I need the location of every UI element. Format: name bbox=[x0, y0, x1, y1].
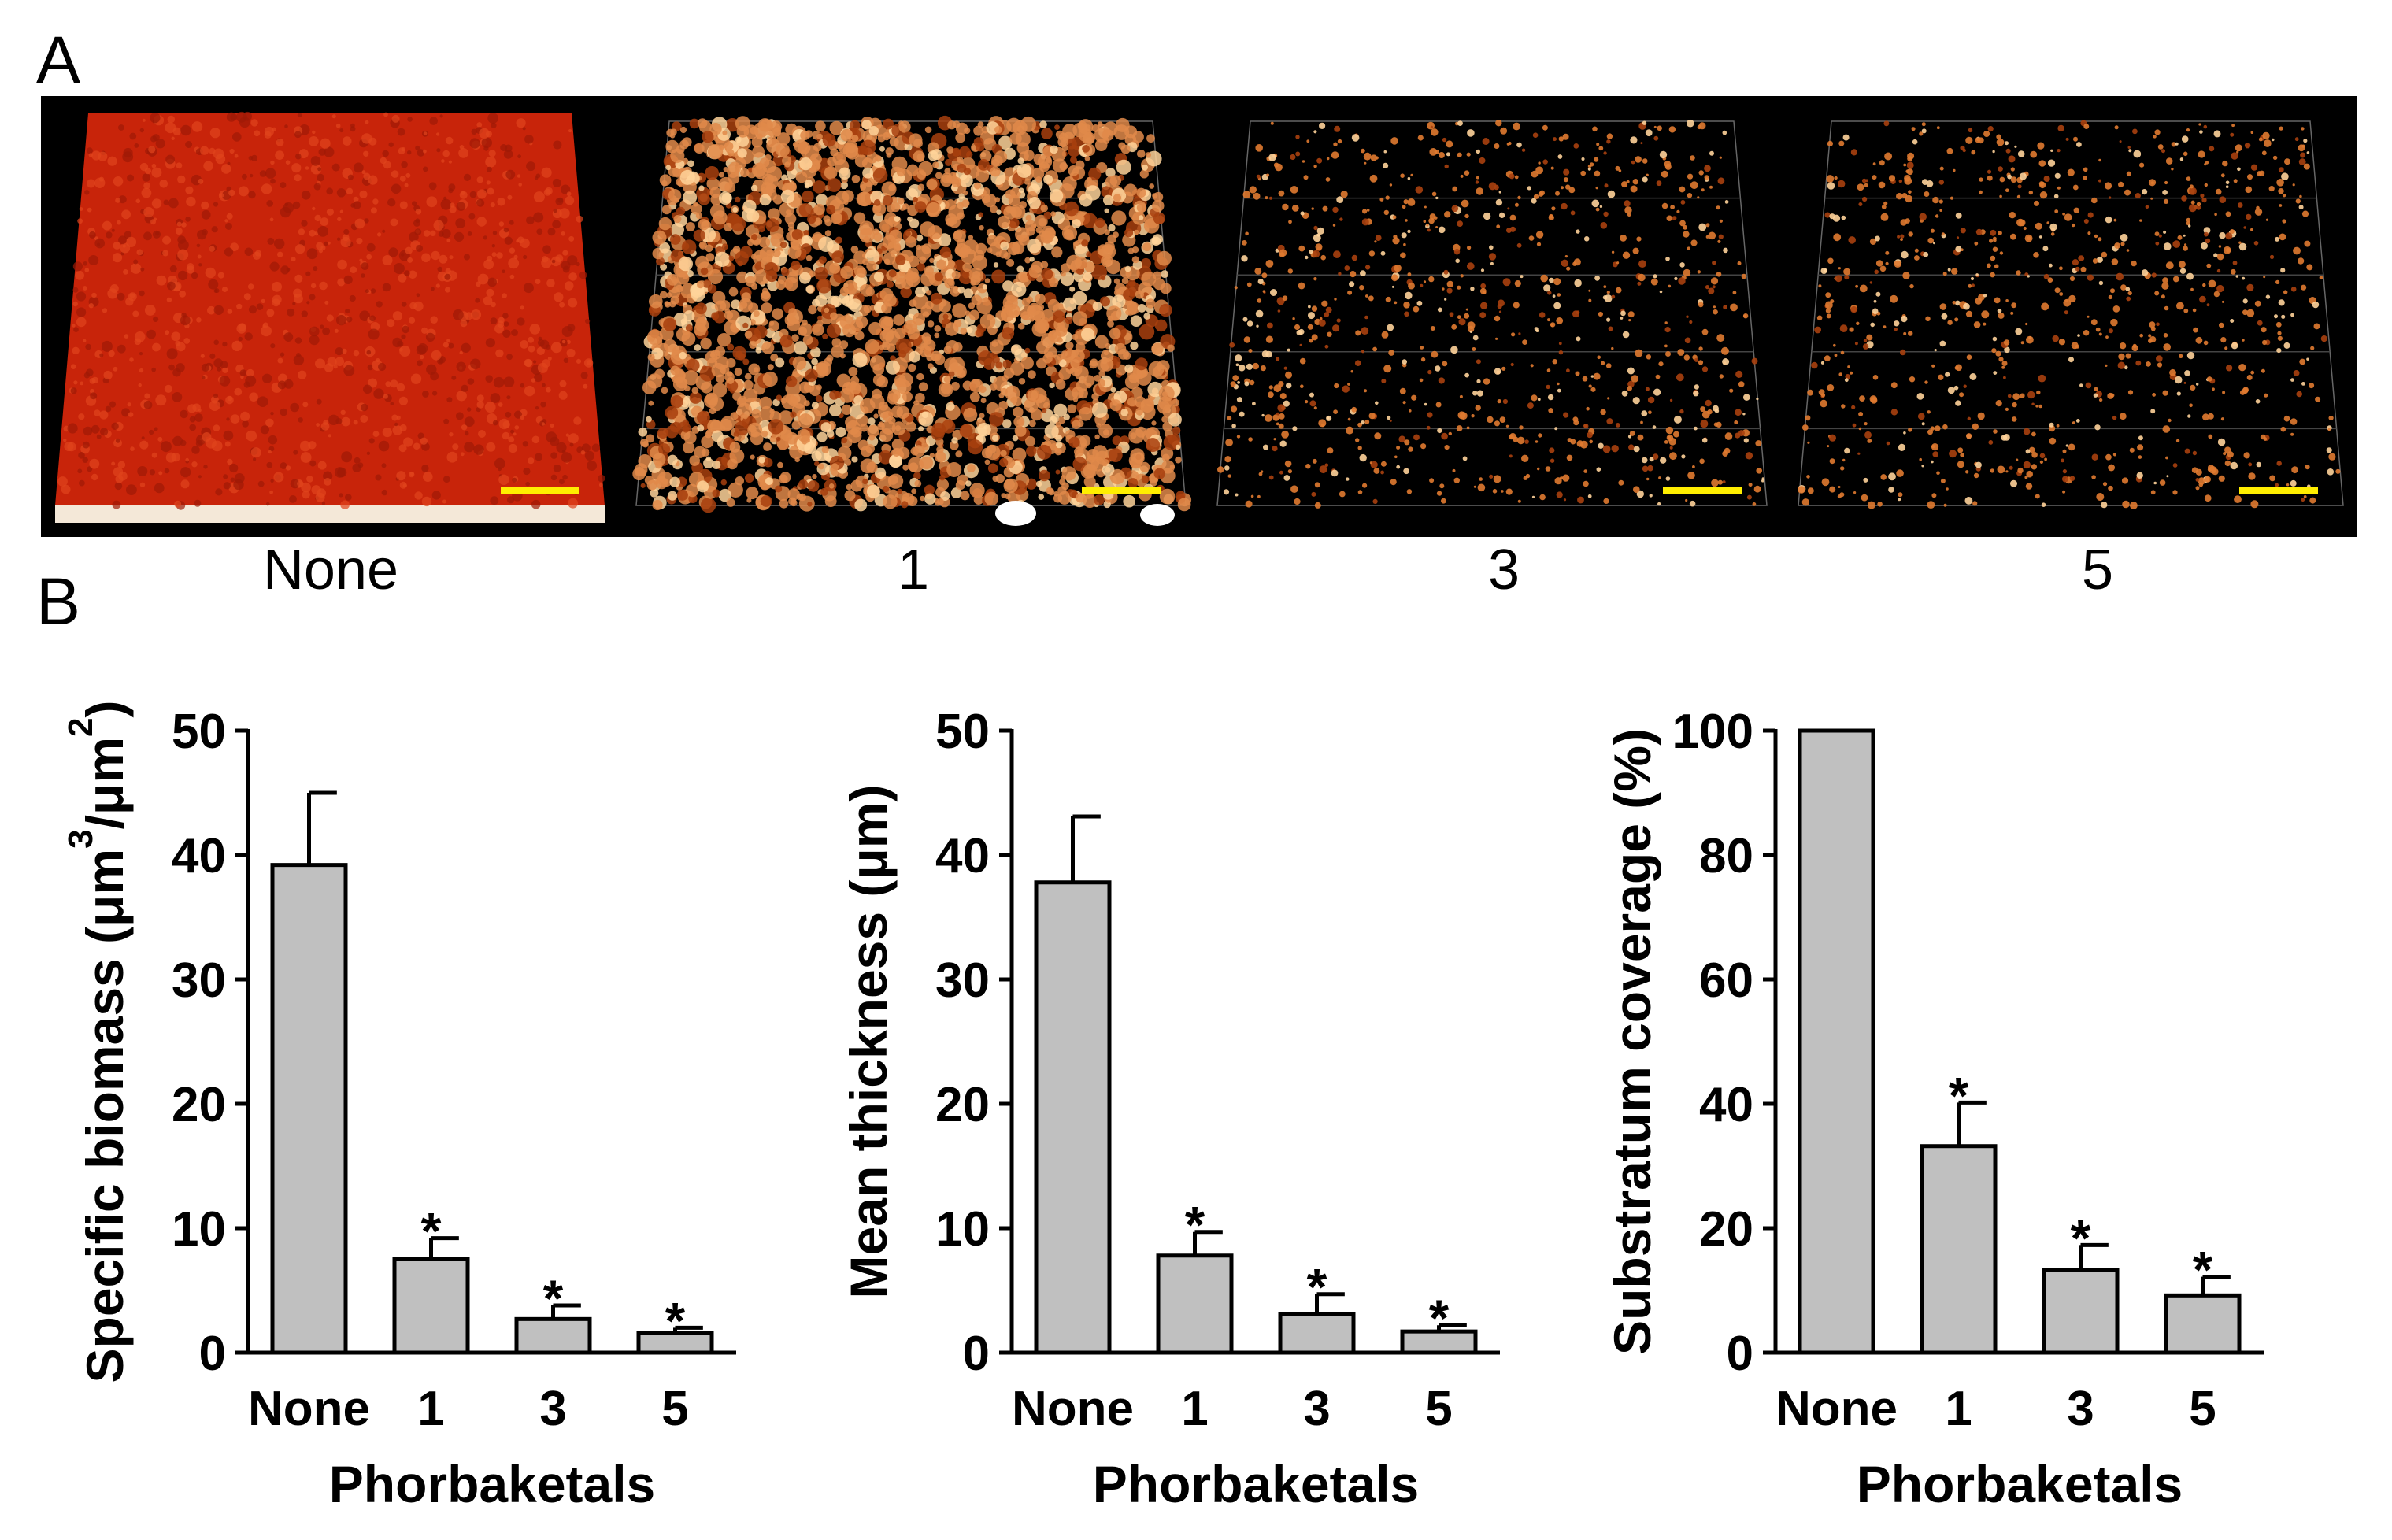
bright-cluster bbox=[1140, 504, 1175, 526]
micrograph-5 bbox=[1784, 96, 2357, 537]
bar bbox=[1034, 880, 1112, 1355]
y-tick-label: 30 bbox=[172, 953, 226, 1008]
x-axis-label: Phorbaketals bbox=[1857, 1455, 2183, 1513]
x-tick-label: None bbox=[248, 1382, 370, 1436]
micrograph-label-1: 1 bbox=[897, 539, 930, 602]
x-tick-label: 3 bbox=[539, 1382, 566, 1436]
y-tick-label: 80 bbox=[1699, 829, 1753, 883]
biofilm-base bbox=[55, 505, 605, 523]
bar bbox=[636, 1331, 714, 1355]
y-axis-label: Mean thickness (μm) bbox=[839, 785, 898, 1299]
bright-cluster bbox=[995, 501, 1036, 526]
micrograph-none-image bbox=[55, 111, 605, 523]
x-tick-label: 5 bbox=[661, 1382, 688, 1436]
micrograph-label-5: 5 bbox=[2081, 539, 2114, 602]
bar bbox=[1920, 1144, 1998, 1355]
x-axis-label: Phorbaketals bbox=[1093, 1455, 1420, 1513]
bar bbox=[270, 863, 348, 1355]
y-axis-label-superscript: 2 bbox=[63, 717, 100, 736]
y-tick-label: 100 bbox=[1672, 705, 1753, 759]
micrograph-none bbox=[41, 96, 619, 537]
bar bbox=[1156, 1253, 1234, 1355]
micrograph-1-image bbox=[632, 115, 1192, 526]
x-tick-label: 3 bbox=[1303, 1382, 1330, 1436]
panel-letter-a: A bbox=[36, 23, 81, 97]
significance-mark: * bbox=[665, 1291, 686, 1349]
scale-bar bbox=[1663, 487, 1742, 494]
y-axis-label: Substratum coverage (%) bbox=[1603, 728, 1661, 1355]
panel-letter-b: B bbox=[36, 565, 81, 639]
significance-mark: * bbox=[1185, 1196, 1205, 1254]
y-tick-label: 20 bbox=[935, 1078, 990, 1132]
y-tick-label: 20 bbox=[1699, 1202, 1753, 1257]
micrograph-strip bbox=[41, 96, 2357, 537]
scale-bar bbox=[2239, 487, 2318, 494]
bar bbox=[2042, 1268, 2120, 1355]
y-tick-label: 0 bbox=[1727, 1327, 1753, 1381]
y-axis-label-part: μm bbox=[76, 737, 134, 815]
y-tick-label: 60 bbox=[1699, 953, 1753, 1008]
significance-mark: * bbox=[1949, 1066, 1969, 1124]
y-tick-label: 50 bbox=[172, 705, 226, 759]
micrograph-label-3: 3 bbox=[1487, 539, 1520, 602]
bar bbox=[2164, 1293, 2242, 1355]
x-tick-label: None bbox=[1012, 1382, 1134, 1436]
significance-mark: * bbox=[2071, 1209, 2091, 1267]
y-axis-label-part: ) bbox=[76, 701, 134, 718]
x-tick-label: 1 bbox=[1945, 1382, 1972, 1436]
y-tick-label: 40 bbox=[935, 829, 990, 883]
x-tick-label: 5 bbox=[2189, 1382, 2216, 1436]
x-tick-label: 5 bbox=[1425, 1382, 1452, 1436]
significance-mark: * bbox=[2193, 1241, 2213, 1299]
x-tick-label: None bbox=[1775, 1382, 1898, 1436]
micrograph-texture bbox=[1798, 120, 2344, 509]
bar bbox=[392, 1257, 470, 1355]
y-axis-label-part: Specific biomass ( bbox=[76, 927, 134, 1383]
bar bbox=[1400, 1329, 1478, 1355]
micrograph-3 bbox=[1203, 96, 1781, 537]
y-axis-label-part: / bbox=[76, 815, 134, 829]
x-tick-label: 3 bbox=[2067, 1382, 2094, 1436]
volume-box bbox=[1216, 120, 1768, 506]
bar bbox=[1798, 728, 1875, 1355]
micrograph-label-none: None bbox=[262, 539, 399, 602]
x-tick-label: 1 bbox=[1181, 1382, 1208, 1436]
y-tick-label: 10 bbox=[935, 1202, 990, 1257]
micrograph-3-image bbox=[1216, 119, 1768, 509]
significance-mark: * bbox=[421, 1202, 442, 1261]
y-tick-label: 10 bbox=[172, 1202, 226, 1257]
y-axis-label-superscript: 3 bbox=[63, 829, 100, 848]
micrograph-5-image bbox=[1798, 120, 2344, 509]
y-tick-label: 20 bbox=[172, 1078, 226, 1132]
significance-mark: * bbox=[1307, 1258, 1327, 1316]
micrograph-texture bbox=[632, 115, 1192, 526]
y-tick-label: 0 bbox=[963, 1327, 990, 1381]
y-axis-label: Specific biomass (μm3/μm2) bbox=[63, 701, 134, 1383]
y-tick-label: 40 bbox=[1699, 1078, 1753, 1132]
micrograph-texture bbox=[1216, 119, 1768, 509]
y-tick-label: 40 bbox=[172, 829, 226, 883]
y-tick-label: 0 bbox=[199, 1327, 226, 1381]
micrograph-texture bbox=[55, 111, 605, 523]
significance-mark: * bbox=[543, 1269, 564, 1327]
significance-mark: * bbox=[1429, 1289, 1450, 1347]
y-axis-label-part: μm bbox=[76, 849, 134, 927]
y-tick-label: 50 bbox=[935, 705, 990, 759]
bar bbox=[1278, 1312, 1356, 1355]
scale-bar bbox=[501, 487, 579, 494]
y-tick-label: 30 bbox=[935, 953, 990, 1008]
scale-bar bbox=[1082, 487, 1161, 494]
micrograph-1 bbox=[622, 96, 1200, 537]
x-axis-label: Phorbaketals bbox=[329, 1455, 656, 1513]
x-tick-label: 1 bbox=[417, 1382, 444, 1436]
bar bbox=[514, 1316, 592, 1355]
